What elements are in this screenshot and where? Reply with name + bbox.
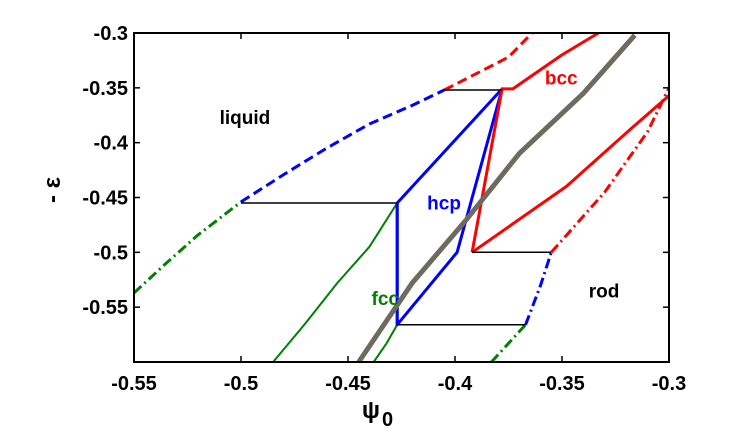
series-line-6 xyxy=(395,87,504,327)
x-axis-label: ψ xyxy=(362,397,380,424)
x-tick-label: -0.45 xyxy=(325,373,371,395)
region-label-liquid: liquid xyxy=(220,108,271,129)
region-label-rod: rod xyxy=(589,281,620,302)
x-tick-label: -0.35 xyxy=(539,373,585,395)
series-line-3 xyxy=(272,202,399,362)
series-line-2 xyxy=(134,200,242,295)
x-axis-label-subscript: 0 xyxy=(382,409,393,431)
x-tick-label: -0.5 xyxy=(224,373,258,395)
series-line-8 xyxy=(471,93,669,254)
series-line-11 xyxy=(524,251,553,326)
series-line-12 xyxy=(490,323,527,362)
series-line-0 xyxy=(240,88,445,204)
y-tick-label: -0.3 xyxy=(94,23,128,45)
region-label-layer: liquid bcc hcp fcc rod xyxy=(220,69,620,310)
y-tick-label: -0.45 xyxy=(82,188,128,210)
tick-layer: -0.55 -0.5 -0.45 -0.4 -0.35 -0.3 -0.3 -0.35 -0.4… xyxy=(82,23,686,395)
y-axis-label: - ε xyxy=(39,177,66,203)
y-tick-label: -0.55 xyxy=(82,297,128,319)
y-tick-label: -0.5 xyxy=(94,242,128,264)
series-line-1 xyxy=(443,33,534,92)
region-label-fcc: fcc xyxy=(372,289,400,310)
x-tick-label: -0.3 xyxy=(652,373,686,395)
region-label-bcc: bcc xyxy=(545,69,578,90)
series-layer xyxy=(134,33,669,362)
y-tick-label: -0.4 xyxy=(94,133,129,155)
y-tick-label: -0.35 xyxy=(82,78,128,100)
region-label-hcp: hcp xyxy=(427,194,461,215)
x-tick-label: -0.4 xyxy=(438,373,473,395)
series-line-7 xyxy=(470,33,600,253)
series-line-10 xyxy=(550,87,669,254)
x-tick-label: -0.55 xyxy=(111,373,157,395)
series-line-5 xyxy=(372,324,399,362)
series-line-9 xyxy=(356,33,637,362)
